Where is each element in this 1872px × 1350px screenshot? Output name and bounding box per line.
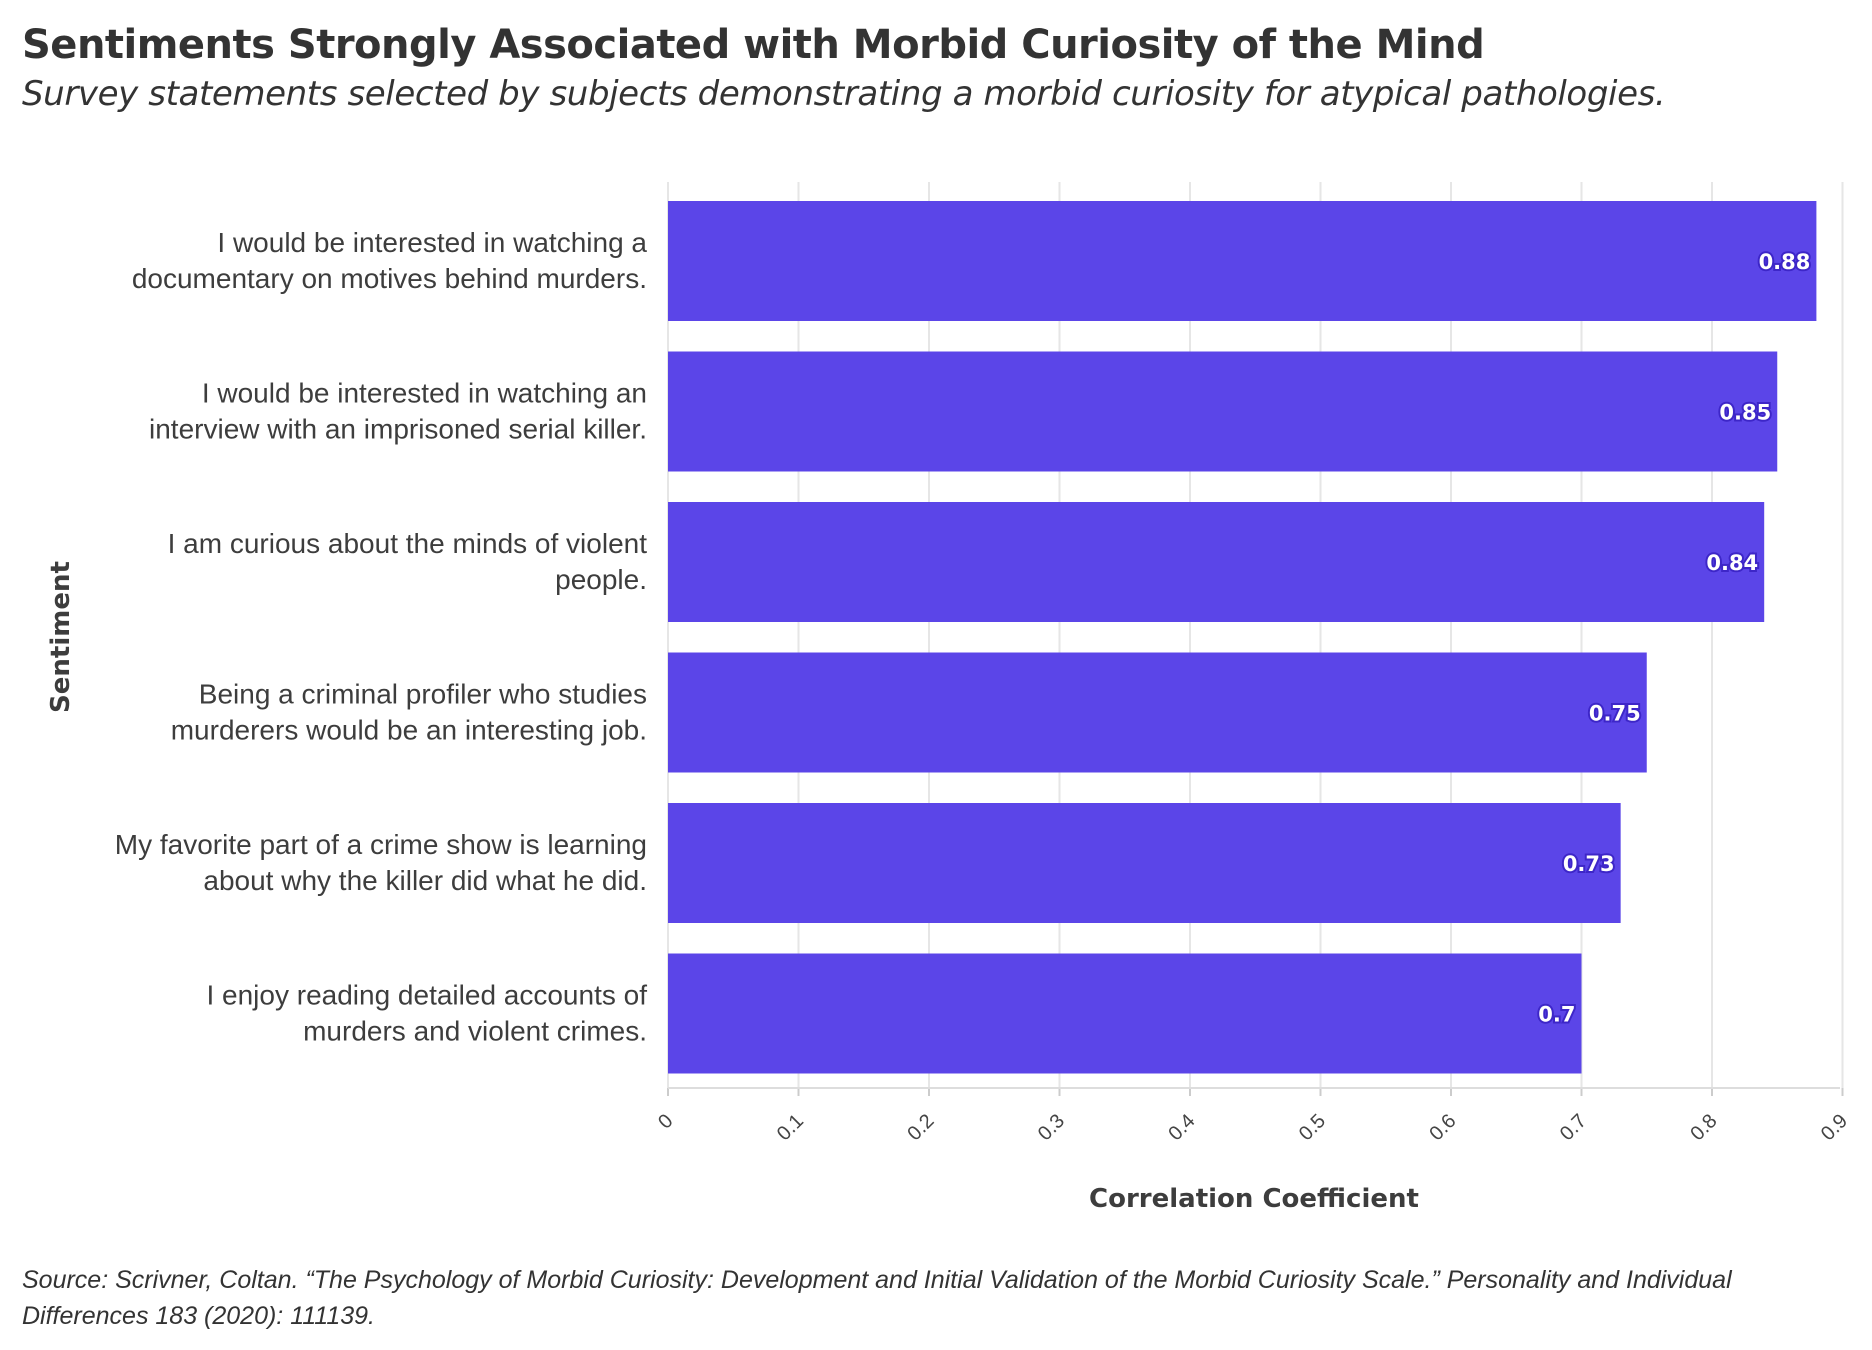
y-axis-title: Sentiment [46, 561, 76, 713]
bar-value-label: 0.75 [1589, 702, 1641, 726]
bar-chart: 0.88 0.85 0.84 0.75 0.73 0.7 I would be inter… [46, 182, 1852, 1214]
x-tick-label: 0.4 [1164, 1110, 1199, 1145]
bar-value-label: 0.84 [1706, 551, 1758, 575]
category-label: My favorite part of a crime show is lear… [115, 829, 647, 896]
bar-value-label: 0.73 [1563, 852, 1615, 876]
category-label: I am curious about the minds of violent p… [168, 528, 648, 595]
bar[interactable] [668, 502, 1765, 622]
category-labels: I would be interested in watching a docum… [115, 227, 648, 1047]
x-tick-label: 0.9 [1817, 1110, 1852, 1145]
chart-subtitle: Survey statements selected by subjects d… [22, 74, 1666, 114]
bar-value-label: 0.85 [1719, 401, 1771, 425]
bar[interactable] [668, 201, 1817, 321]
bar[interactable] [668, 351, 1778, 472]
category-label: I would be interested in watching an inte… [149, 378, 647, 445]
grid-lines [667, 182, 1844, 1096]
x-axis-title: Correlation Coefficient [1089, 1184, 1419, 1214]
x-tick-label: 0.3 [1034, 1110, 1069, 1145]
x-tick-label: 0.2 [903, 1110, 938, 1145]
category-label: Being a criminal profiler who studies mur… [171, 679, 647, 746]
x-tick-label: 0 [654, 1110, 677, 1133]
bar-value-label: 0.7 [1538, 1003, 1575, 1027]
x-tick-label: 0.6 [1425, 1110, 1460, 1145]
bar[interactable] [668, 652, 1647, 773]
bars: 0.88 0.85 0.84 0.75 0.73 0.7 [668, 201, 1817, 1074]
x-tick-label: 0.1 [773, 1110, 808, 1145]
bar-value-label: 0.88 [1759, 250, 1811, 274]
x-tick-labels: 0 0.1 0.2 0.3 0.4 0.5 0.6 0.7 0.8 0.9 [654, 1110, 1852, 1145]
x-tick-label: 0.5 [1295, 1110, 1330, 1145]
x-tick-label: 0.7 [1556, 1110, 1591, 1145]
category-label: I enjoy reading detailed accounts of murd… [206, 980, 647, 1047]
bar[interactable] [668, 953, 1582, 1074]
source-note: Source: Scrivner, Coltan. “The Psycholog… [22, 1266, 1732, 1330]
chart-title: Sentiments Strongly Associated with Morb… [22, 22, 1485, 68]
x-tick-label: 0.8 [1686, 1110, 1721, 1145]
bar[interactable] [668, 803, 1621, 923]
category-label: I would be interested in watching a docum… [132, 227, 648, 294]
